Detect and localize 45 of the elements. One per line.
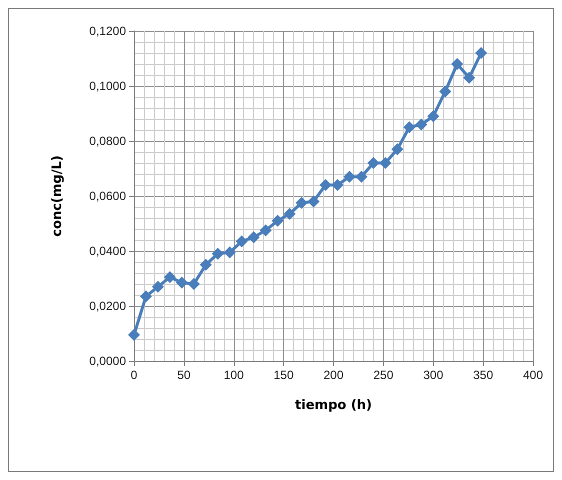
point — [475, 47, 488, 59]
x-tick-label: 400 — [522, 368, 544, 382]
point — [391, 143, 404, 156]
point — [403, 121, 416, 134]
x-tick-label: 150 — [274, 368, 294, 382]
x-tick-label: 350 — [473, 368, 494, 382]
point — [272, 214, 284, 227]
point — [296, 196, 308, 209]
point — [463, 72, 476, 84]
point — [152, 280, 164, 293]
y-tick-label: 0,0800 — [89, 134, 126, 148]
x-tick-label: 200 — [323, 368, 344, 382]
point — [224, 246, 236, 258]
point — [128, 328, 140, 341]
x-tick-label: 0 — [130, 368, 138, 382]
point — [248, 231, 260, 244]
point — [427, 110, 440, 122]
point — [367, 157, 380, 169]
y-tick-label: 0,1000 — [89, 79, 126, 93]
point — [308, 196, 320, 208]
y-tick-label: 0,0400 — [89, 244, 126, 258]
y-tick-label: 0,0600 — [89, 189, 126, 203]
y-axis-title: conc(mg/L) — [50, 155, 65, 237]
y-tick-label: 0,0200 — [89, 299, 126, 313]
point — [164, 271, 176, 284]
point — [176, 276, 188, 289]
point — [200, 258, 212, 271]
point — [140, 290, 152, 302]
point — [343, 170, 356, 183]
point — [188, 278, 200, 290]
x-tick-label: 100 — [224, 368, 244, 382]
point — [260, 224, 272, 236]
point — [284, 208, 296, 220]
point — [355, 170, 368, 183]
x-axis-title: tiempo (h) — [295, 398, 372, 413]
x-tick-label: 300 — [423, 368, 444, 382]
point — [451, 58, 464, 70]
point — [415, 118, 428, 130]
point — [236, 235, 248, 248]
y-tick-label: 0,1200 — [89, 24, 126, 38]
x-tick-label: 50 — [177, 368, 191, 382]
y-tick-label: 0,0000 — [89, 354, 126, 368]
point — [439, 86, 452, 98]
point — [212, 248, 224, 260]
x-tick-label: 250 — [373, 368, 394, 382]
